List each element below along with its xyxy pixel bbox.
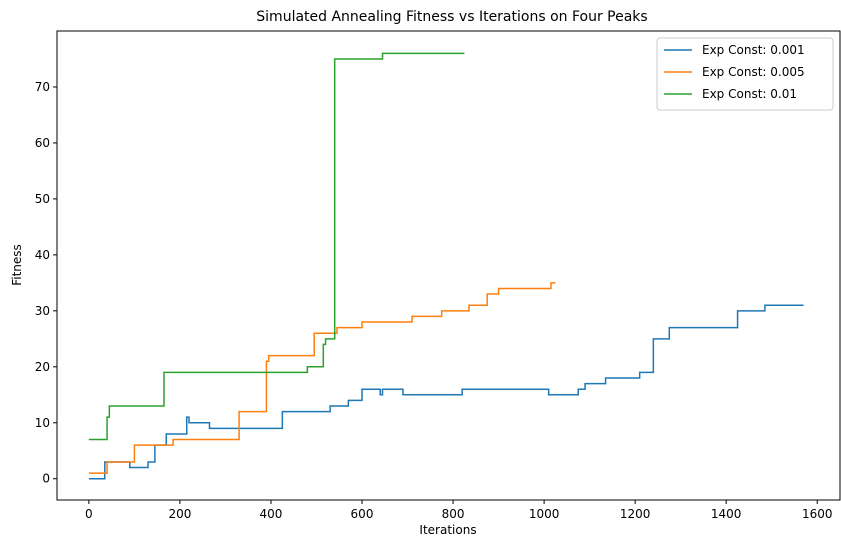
legend-label: Exp Const: 0.001	[702, 43, 805, 57]
y-tick-label: 20	[35, 360, 50, 374]
x-axis: 0 200 400 600 800 1000 1200 1400 1600	[85, 500, 833, 521]
legend-box	[656, 37, 834, 111]
legend-label: Exp Const: 0.01	[702, 87, 797, 101]
x-tick-label: 400	[260, 507, 283, 521]
y-tick-label: 30	[35, 304, 50, 318]
y-axis-label: Fitness	[10, 244, 24, 286]
x-tick-label: 1400	[711, 507, 742, 521]
y-tick-label: 0	[42, 472, 50, 486]
x-tick-label: 800	[442, 507, 465, 521]
x-tick-label: 600	[351, 507, 374, 521]
series-line-2	[88, 282, 556, 474]
y-tick-label: 50	[35, 192, 50, 206]
chart-title: Simulated Annealing Fitness vs Iteration…	[256, 9, 647, 25]
x-axis-label: Iterations	[419, 523, 476, 537]
y-tick-label: 60	[35, 136, 50, 150]
x-tick-label: 1200	[620, 507, 651, 521]
x-tick-label: 1000	[529, 507, 560, 521]
legend-label: Exp Const: 0.005	[702, 65, 805, 79]
y-axis: 0 10 20 30 40 50 60 70	[35, 80, 57, 486]
y-tick-label: 10	[35, 416, 50, 430]
series-line-1	[88, 304, 804, 480]
legend: Exp Const: 0.001 Exp Const: 0.005 Exp Cons…	[656, 37, 834, 111]
plot-frame	[56, 30, 841, 501]
plot-lines	[88, 52, 804, 480]
x-tick-label: 200	[168, 507, 191, 521]
series-line-3	[88, 52, 465, 441]
y-tick-label: 70	[35, 80, 50, 94]
x-tick-label: 0	[85, 507, 93, 521]
y-tick-label: 40	[35, 248, 50, 262]
x-tick-label: 1600	[802, 507, 833, 521]
